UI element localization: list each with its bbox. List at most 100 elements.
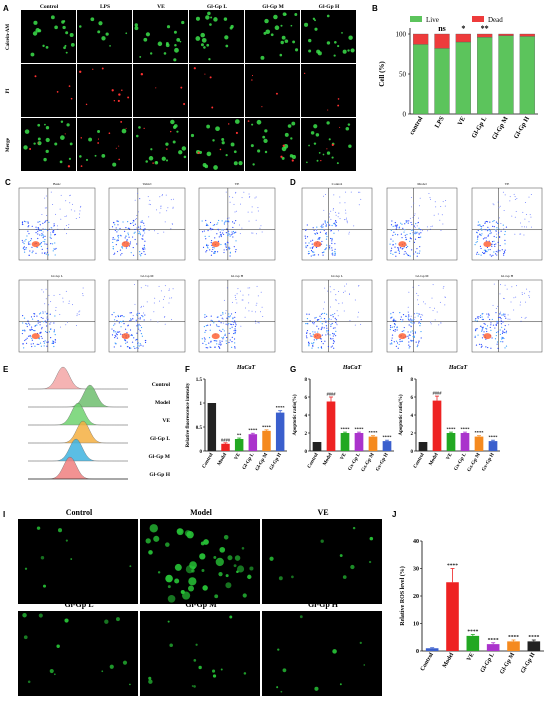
flow-event	[391, 339, 393, 341]
flow-event	[68, 300, 70, 302]
x-tick-label: Control	[420, 652, 435, 673]
fluorescence-microscopy-grid: Control LPS VE Gl-Gp L Gl-Gp M Gl-Gp HCalcein…	[6, 4, 356, 171]
flow-event	[493, 283, 495, 285]
flow-event	[255, 322, 257, 324]
flow-event	[493, 251, 495, 253]
flow-event	[334, 327, 336, 329]
x-tick-label: Gl-Gp L	[480, 652, 496, 674]
flow-event	[214, 346, 216, 348]
flow-event	[418, 340, 420, 342]
flow-event	[528, 221, 530, 223]
flow-event	[48, 228, 50, 230]
flow-event	[41, 213, 43, 215]
flow-event	[46, 325, 48, 327]
flow-event	[488, 313, 490, 315]
flow-event	[410, 221, 412, 224]
flow-event	[48, 331, 51, 333]
flow-event	[50, 321, 52, 323]
flow-event	[143, 319, 145, 321]
flow-event	[133, 232, 135, 234]
flow-event	[515, 296, 517, 298]
flow-event	[46, 243, 48, 245]
green-cell	[233, 161, 238, 166]
ros-cell	[153, 535, 160, 542]
flow-event	[408, 254, 410, 256]
flow-plot-title: Control	[332, 182, 343, 186]
flow-event	[479, 314, 482, 317]
flow-event	[203, 230, 205, 232]
flow-event	[322, 223, 324, 225]
flow-event	[226, 217, 228, 219]
flow-event	[330, 306, 332, 308]
flow-event	[360, 198, 362, 200]
flow-event	[486, 313, 488, 315]
flow-event	[528, 295, 530, 297]
flow-event	[398, 250, 401, 252]
red-cell	[127, 96, 130, 99]
flow-event	[305, 323, 307, 325]
flow-event	[42, 228, 44, 230]
flow-event	[413, 253, 415, 255]
flow-event	[248, 310, 250, 312]
flow-event	[59, 326, 61, 328]
flow-event	[332, 209, 334, 211]
flow-event	[251, 310, 253, 312]
flow-event	[404, 234, 406, 236]
green-cell	[24, 129, 30, 134]
flow-event	[235, 231, 237, 233]
significance-marker: ####	[433, 391, 443, 396]
flow-plot-title: VE	[505, 182, 510, 186]
flow-event	[482, 318, 484, 321]
flow-event	[486, 325, 489, 327]
flow-event	[116, 239, 118, 241]
flow-event	[26, 337, 28, 339]
ros-image	[262, 519, 382, 604]
flow-event	[40, 229, 43, 232]
flow-event	[428, 192, 430, 194]
flow-event	[321, 228, 323, 231]
flow-event	[208, 337, 211, 339]
green-cell	[313, 124, 318, 129]
flow-event	[490, 322, 492, 324]
green-cell	[181, 20, 185, 25]
flow-event	[213, 339, 215, 342]
flow-event	[331, 240, 333, 242]
flow-event	[334, 335, 337, 337]
flow-event	[440, 230, 442, 232]
green-cell	[165, 159, 169, 162]
flow-event	[138, 211, 140, 213]
flow-event	[392, 319, 394, 322]
micrograph-tile	[245, 64, 300, 117]
flow-event	[41, 233, 43, 235]
flow-event	[209, 329, 211, 331]
flow-event	[516, 198, 518, 200]
flow-event	[222, 328, 224, 330]
flow-plot-title: VE	[235, 182, 240, 186]
flow-event	[139, 323, 141, 325]
flow-event	[418, 205, 420, 207]
flow-event	[69, 194, 71, 196]
flow-event	[321, 226, 323, 228]
bar	[221, 443, 230, 451]
flow-event	[144, 240, 146, 242]
flow-event	[31, 328, 33, 331]
flow-event	[160, 207, 162, 209]
flow-event	[332, 316, 334, 318]
flow-event	[148, 203, 150, 205]
flow-event	[360, 323, 362, 325]
flow-event	[259, 227, 261, 229]
flow-event	[23, 317, 26, 319]
flow-event	[129, 329, 132, 331]
bar	[234, 439, 244, 451]
flow-event	[326, 329, 328, 332]
flow-event	[493, 219, 495, 222]
flow-event	[131, 317, 133, 319]
flow-event	[220, 235, 222, 238]
flow-event	[496, 343, 498, 345]
flow-event	[116, 334, 118, 336]
flow-event	[409, 255, 411, 257]
flow-event	[496, 254, 498, 256]
flow-event	[500, 318, 502, 320]
